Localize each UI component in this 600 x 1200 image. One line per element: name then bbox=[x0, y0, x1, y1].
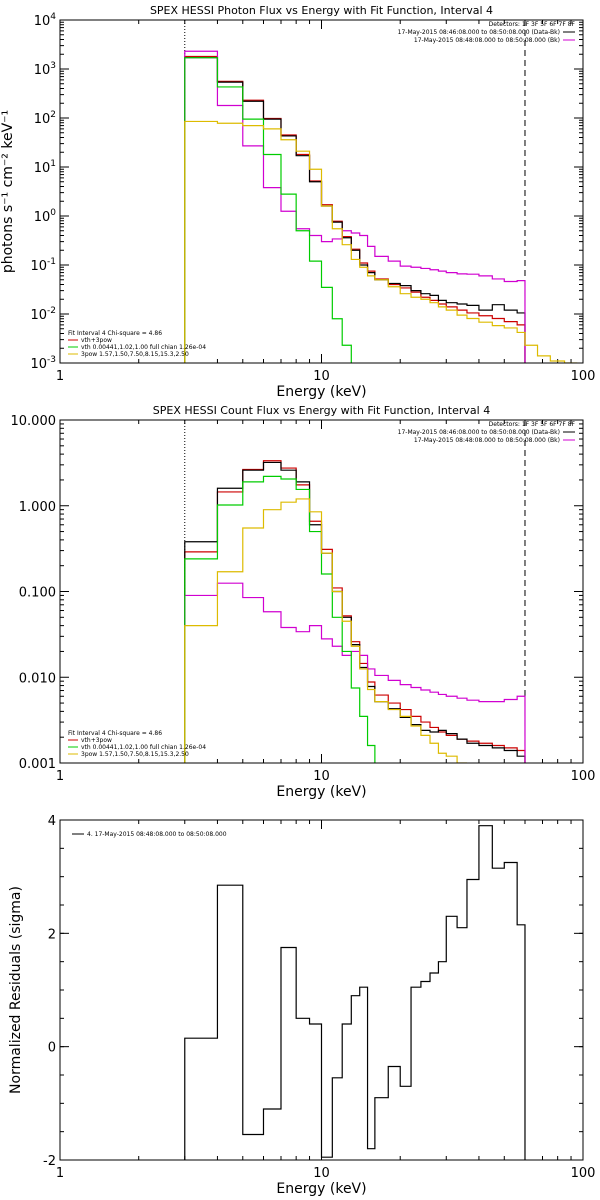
x-axis-label: Energy (keV) bbox=[276, 384, 366, 400]
y-tick-label: 4 bbox=[48, 814, 56, 829]
x-tick-label: 100 bbox=[571, 369, 596, 384]
y-tick-label: 102 bbox=[34, 110, 56, 127]
y-tick-label: 10-2 bbox=[30, 306, 56, 323]
series-line-vth bbox=[184, 475, 389, 763]
legend-entry: 3pow 1.57,1.50,7.50,8.15,15.3,2.50 bbox=[81, 751, 189, 758]
plot-frame bbox=[59, 819, 584, 1161]
y-tick-label: 103 bbox=[34, 61, 56, 78]
y-tick-label: 0.010 bbox=[19, 671, 56, 686]
y-tick-label: 2 bbox=[48, 927, 56, 942]
legend-entry: vth 0.00441,1.02,1.00 full chian 1.26e-0… bbox=[81, 744, 206, 751]
chart-panel-2: SPEX HESSI Count Flux vs Energy with Fit… bbox=[11, 404, 596, 800]
y-tick-label: 10.000 bbox=[11, 414, 57, 429]
legend-entry: 17-May-2015 08:46:08.000 to 08:50:08.000… bbox=[398, 429, 560, 436]
y-tick-label: 101 bbox=[34, 159, 56, 176]
y-axis-label: Normalized Residuals (sigma) bbox=[8, 886, 24, 1094]
series-line-data-bk bbox=[184, 461, 526, 763]
y-tick-label: 1.000 bbox=[19, 500, 56, 515]
series-line-bk bbox=[184, 50, 526, 363]
legend-entry: vth+3pow bbox=[81, 737, 112, 744]
y-axis-label: photons s⁻¹ cm⁻² keV⁻¹ bbox=[0, 110, 16, 273]
legend-entry: 17-May-2015 08:48:08.000 to 08:50:08.000… bbox=[414, 37, 560, 44]
chart-title: SPEX HESSI Photon Flux vs Energy with Fi… bbox=[150, 4, 493, 17]
chart-panel-3: 1 10 100 -2 0 2 4 Energy (keV) Normalized Residu… bbox=[8, 814, 595, 1197]
legend-entry: vth+3pow bbox=[81, 337, 112, 344]
y-tick-label: 10-3 bbox=[30, 355, 56, 372]
x-tick-label: 10 bbox=[313, 769, 330, 784]
x-tick-label: 1 bbox=[56, 1166, 64, 1181]
y-tick-label: 104 bbox=[34, 12, 57, 29]
x-axis-label: Energy (keV) bbox=[276, 784, 366, 800]
y-tick-label: 100 bbox=[34, 208, 57, 225]
series-line-vth-3pow bbox=[184, 460, 526, 763]
series-line-3pow bbox=[184, 498, 467, 763]
series-line-3pow bbox=[184, 120, 578, 363]
x-tick-label: 10 bbox=[313, 369, 330, 384]
x-tick-label: 100 bbox=[571, 769, 596, 784]
legend-entry: 17-May-2015 08:46:08.000 to 08:50:08.000… bbox=[398, 29, 560, 36]
y-tick-label: 0.100 bbox=[19, 586, 56, 601]
legend-entry: vth 0.00441,1.02,1.00 full chian 1.26e-0… bbox=[81, 344, 206, 351]
series-line-vth-3pow bbox=[184, 55, 526, 363]
legend-entry: Fit Interval 4 Chi-square = 4.86 bbox=[68, 730, 162, 737]
y-tick-label: 0 bbox=[48, 1041, 56, 1056]
y-tick-label: 10-1 bbox=[30, 257, 56, 274]
y-tick-label: 0.001 bbox=[19, 757, 56, 772]
legend-entry: 17-May-2015 08:48:08.000 to 08:50:08.000… bbox=[414, 437, 560, 444]
series-line-bk bbox=[184, 582, 526, 763]
x-tick-label: 1 bbox=[56, 769, 64, 784]
chart-title: SPEX HESSI Count Flux vs Energy with Fit… bbox=[153, 404, 490, 417]
legend-entry: Detectors: 1F 3F 5F 6F 7F 8F bbox=[489, 421, 576, 428]
series-line-data-bk bbox=[184, 57, 526, 363]
plot-frame bbox=[59, 419, 584, 764]
x-tick-label: 10 bbox=[313, 1166, 330, 1181]
legend-entry: 3pow 1.57,1.50,7.50,8.15,15.3,2.50 bbox=[81, 351, 189, 358]
legend-entry: Fit Interval 4 Chi-square = 4.86 bbox=[68, 330, 162, 337]
chart-panel-1: SPEX HESSI Photon Flux vs Energy with Fi… bbox=[0, 4, 595, 400]
x-axis-label: Energy (keV) bbox=[276, 1181, 366, 1197]
y-tick-label: -2 bbox=[43, 1154, 56, 1169]
legend-entry: 4. 17-May-2015 08:48:08.000 to 08:50:08.… bbox=[87, 831, 227, 838]
x-tick-label: 1 bbox=[56, 369, 64, 384]
series-line-residuals bbox=[184, 825, 526, 1160]
x-tick-label: 100 bbox=[571, 1166, 596, 1181]
legend-entry: Detectors: 1F 3F 5F 6F 7F 8F bbox=[489, 21, 576, 28]
series-line-vth bbox=[184, 57, 361, 363]
plot-frame bbox=[59, 19, 584, 364]
